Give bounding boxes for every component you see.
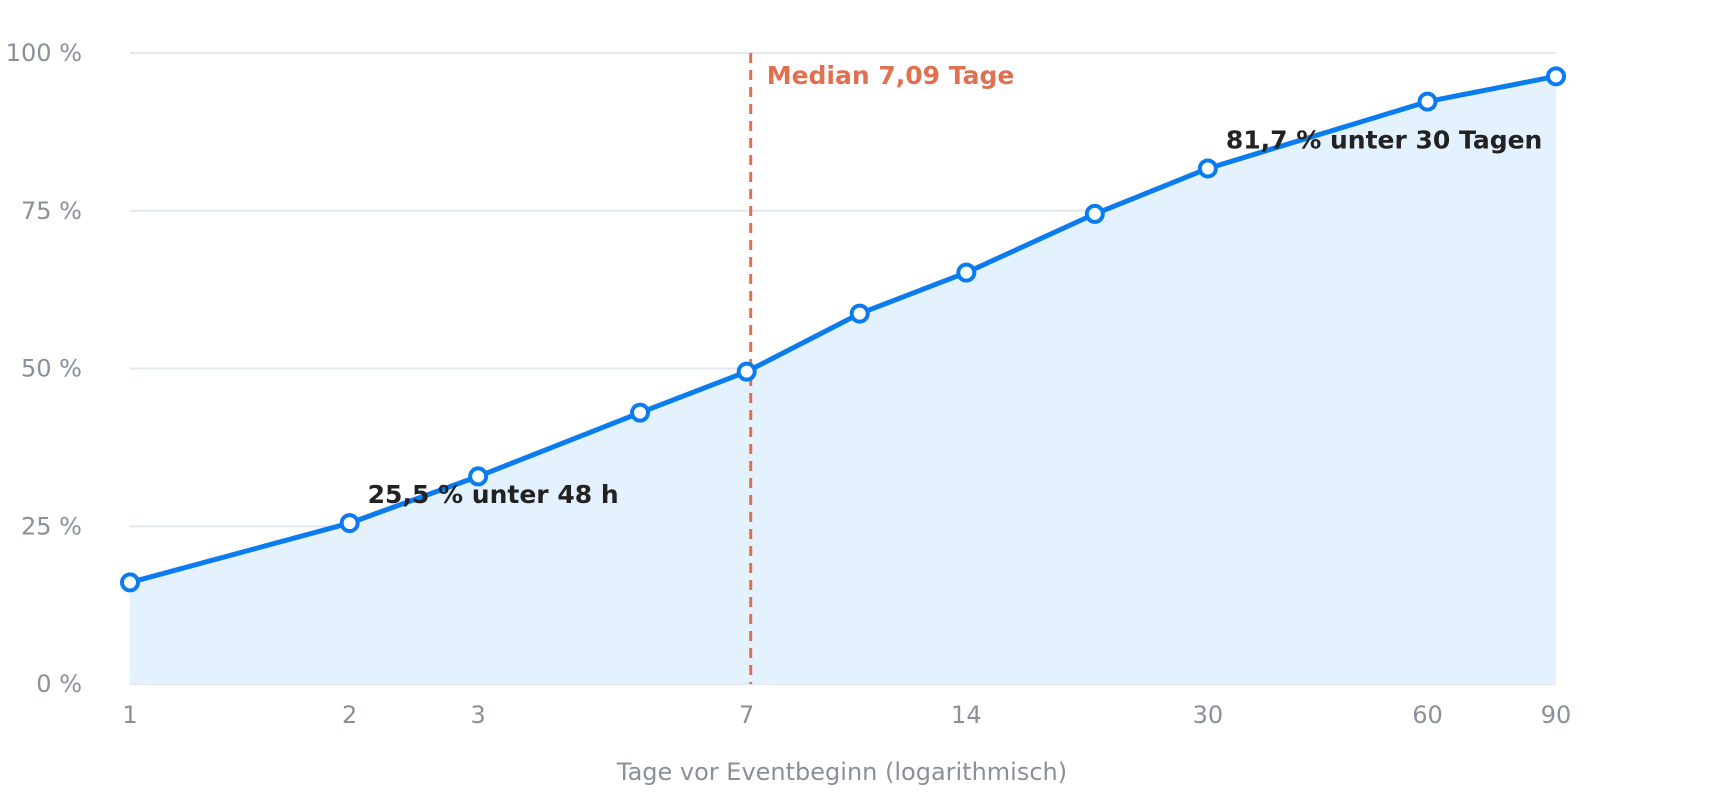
data-point — [630, 402, 651, 423]
data-point — [1197, 158, 1218, 179]
data-point — [1417, 91, 1438, 112]
data-point — [468, 466, 489, 487]
y-axis-ticks: 0 % 25 % 50 % 75 % 100 % — [6, 39, 82, 698]
data-point — [956, 262, 977, 283]
data-point — [736, 361, 757, 382]
data-point — [339, 513, 360, 534]
annotation-48h: 25,5 % unter 48 h — [368, 480, 619, 509]
y-tick-label: 75 % — [21, 197, 82, 225]
x-tick-label: 14 — [951, 701, 982, 729]
y-tick-label: 0 % — [36, 670, 82, 698]
x-tick-label: 2 — [342, 701, 357, 729]
y-tick-label: 50 % — [21, 355, 82, 383]
annotations: 25,5 % unter 48 h 81,7 % unter 30 Tagen — [368, 125, 1543, 509]
data-point — [849, 303, 870, 324]
area-fill — [130, 76, 1556, 685]
median-label: Median 7,09 Tage — [767, 61, 1015, 90]
x-axis-ticks: 1 2 3 7 14 30 60 90 — [122, 701, 1571, 729]
x-axis-title: Tage vor Eventbeginn (logarithmisch) — [616, 758, 1067, 786]
x-tick-label: 90 — [1541, 701, 1572, 729]
x-tick-label: 60 — [1412, 701, 1443, 729]
annotation-30-days: 81,7 % unter 30 Tagen — [1226, 125, 1543, 154]
data-point — [1084, 203, 1105, 224]
x-tick-label: 7 — [739, 701, 754, 729]
x-tick-label: 1 — [122, 701, 137, 729]
x-tick-label: 3 — [471, 701, 486, 729]
data-point — [120, 572, 140, 593]
y-tick-label: 100 % — [6, 39, 82, 67]
x-tick-label: 30 — [1193, 701, 1224, 729]
data-points — [120, 66, 1566, 593]
data-point — [1546, 66, 1566, 87]
y-tick-label: 25 % — [21, 512, 82, 540]
